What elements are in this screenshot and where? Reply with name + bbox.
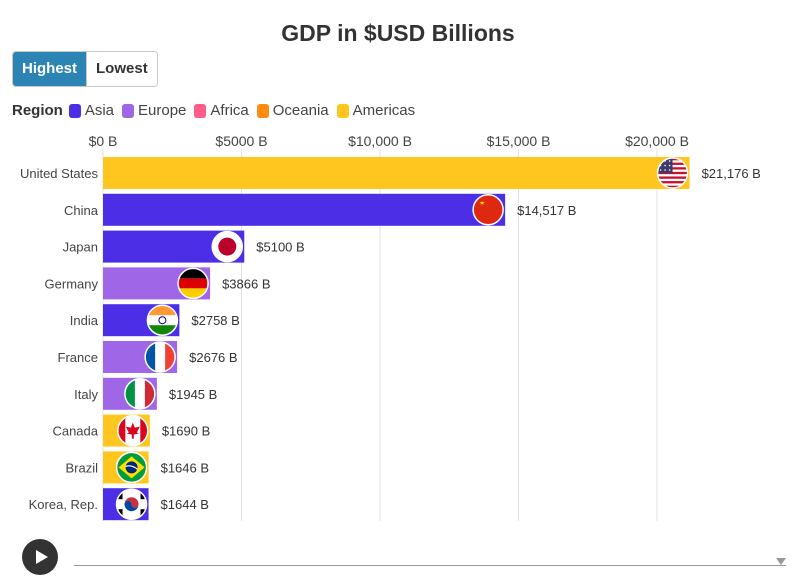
value-label: $21,176 B — [702, 166, 761, 181]
x-tick-label: $10,000 B — [348, 133, 412, 149]
value-label: $2676 B — [189, 350, 237, 365]
legend-item-europe[interactable]: Europe — [122, 102, 186, 119]
x-tick-label: $20,000 B — [625, 133, 689, 149]
legend-item-oceania[interactable]: Oceania — [256, 102, 329, 119]
us-flag-icon — [657, 158, 688, 188]
italy-flag-icon — [124, 378, 155, 409]
value-label: $2758 B — [191, 313, 239, 328]
value-label: $1644 B — [161, 497, 209, 512]
chart-title: GDP in $USD Billions — [281, 20, 515, 46]
legend-item-americas[interactable]: Americas — [336, 102, 416, 119]
flag-ring — [117, 414, 149, 447]
flag-ring — [656, 157, 689, 189]
timeline-slider[interactable] — [74, 565, 786, 576]
value-label: $14,517 B — [517, 203, 576, 218]
flag-ring — [146, 304, 179, 336]
legend-label-americas: Americas — [352, 102, 416, 119]
value-label: $1690 B — [162, 424, 210, 439]
legend-item-africa[interactable]: Africa — [194, 102, 249, 119]
canada-flag-icon — [117, 415, 148, 446]
legend-title: Region — [12, 102, 63, 119]
china-flag-icon — [473, 194, 504, 225]
sort-toggle: Highest Lowest — [12, 51, 158, 87]
japan-flag-icon — [212, 231, 243, 262]
highest-button[interactable]: Highest — [13, 52, 87, 86]
legend-swatch-oceania — [256, 103, 269, 118]
timeline-handle[interactable] — [776, 558, 786, 565]
play-icon — [36, 550, 48, 564]
category-label: Brazil — [65, 460, 98, 475]
legend: Region Asia Europe Africa Oceania Americ… — [12, 102, 423, 119]
legend-swatch-europe — [122, 103, 135, 118]
category-label: Italy — [74, 387, 98, 402]
category-label: Canada — [52, 424, 98, 439]
flag-ring — [115, 451, 148, 484]
flag-ring — [177, 267, 209, 300]
legend-label-europe: Europe — [138, 102, 187, 119]
flag-ring — [211, 230, 244, 263]
play-button[interactable] — [22, 539, 58, 575]
x-tick-label: $15,000 B — [487, 133, 551, 149]
legend-swatch-americas — [336, 103, 349, 118]
category-label: China — [64, 203, 99, 218]
south-korea-flag-icon — [116, 489, 147, 520]
category-label: Japan — [63, 240, 98, 255]
value-label: $1945 B — [169, 387, 217, 402]
germany-flag-icon — [178, 268, 209, 299]
legend-swatch-asia — [68, 103, 81, 118]
legend-label-oceania: Oceania — [272, 102, 329, 119]
lowest-button[interactable]: Lowest — [86, 52, 157, 86]
category-label: United States — [20, 166, 99, 181]
bar — [103, 157, 690, 189]
legend-item-asia[interactable]: Asia — [68, 102, 115, 119]
value-label: $1646 B — [161, 460, 209, 475]
value-label: $3866 B — [222, 276, 270, 291]
flag-ring — [124, 378, 156, 410]
france-flag-icon — [145, 342, 176, 372]
x-tick-label: $5000 B — [215, 133, 267, 149]
legend-label-asia: Asia — [84, 102, 115, 119]
flag-ring — [144, 341, 176, 373]
category-label: Germany — [45, 276, 99, 291]
bar-chart: $0 B $5000 B $10,000 B $15,000 B $20,000 B Un… — [20, 133, 761, 521]
category-label: Korea, Rep. — [29, 497, 98, 512]
india-flag-icon — [147, 305, 178, 336]
bar — [103, 193, 506, 226]
x-tick-label: $0 B — [89, 133, 118, 149]
flag-ring — [115, 488, 148, 520]
category-label: France — [58, 350, 98, 365]
brazil-flag-icon — [116, 452, 147, 483]
flag-ring — [472, 194, 504, 226]
value-label: $5100 B — [256, 240, 304, 255]
legend-swatch-africa — [194, 103, 207, 118]
legend-label-africa: Africa — [210, 102, 249, 119]
category-label: India — [70, 313, 99, 328]
